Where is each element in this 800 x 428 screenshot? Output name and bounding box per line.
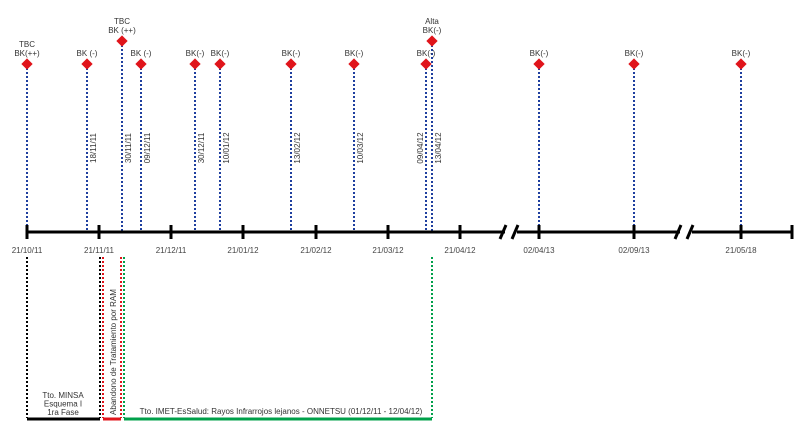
axis-tick-label: 21/02/12 [300, 246, 332, 255]
diamond-marker [426, 35, 438, 47]
event-date-label: 18/11/11 [89, 132, 98, 163]
event-label: BK(++) [14, 49, 40, 58]
diamond-marker [135, 58, 147, 70]
minsa-phase-label: Tto. MINSA [42, 391, 84, 400]
axis-break-mark [685, 224, 695, 240]
axis-tick-label: 21/12/11 [156, 246, 187, 255]
event-label: BK(-) [423, 26, 442, 35]
event-label: BK(-) [211, 49, 230, 58]
event-label: BK(-) [732, 49, 751, 58]
axis-tick-label: 21/10/11 [12, 246, 43, 255]
axis-tick-label: 21/04/12 [444, 246, 476, 255]
event-label: BK(-) [417, 49, 436, 58]
diamond-marker [285, 58, 297, 70]
minsa-phase-label: 1ra Fase [47, 408, 79, 417]
minsa-phase-label: Esquema I [44, 400, 82, 409]
diamond-marker [189, 58, 201, 70]
axis-tick-label: 21/03/12 [372, 246, 404, 255]
event-date-label: 09/12/11 [143, 132, 152, 163]
imet-phase-label: Tto. IMET-EsSalud: Rayos Infrarrojos lej… [140, 407, 423, 416]
diamond-marker [628, 58, 640, 70]
abandon-phase-label: Abandono de Tratamiento por RAM [109, 289, 118, 415]
diamond-marker [348, 58, 360, 70]
diamond-marker [420, 58, 432, 70]
diamond-marker [735, 58, 747, 70]
axis-tick-label: 02/04/13 [523, 246, 555, 255]
event-label: TBC [19, 40, 35, 49]
diamond-marker [533, 58, 545, 70]
event-label: BK(-) [345, 49, 364, 58]
axis-break-mark [510, 224, 520, 240]
event-label: BK(-) [530, 49, 549, 58]
diamond-marker [214, 58, 226, 70]
axis-break-mark [498, 224, 508, 240]
event-date-label: 13/04/12 [434, 132, 443, 164]
event-date-label: 09/04/12 [416, 132, 425, 164]
axis-tick-label: 21/11/11 [84, 246, 115, 255]
axis-tick-label: 02/09/13 [618, 246, 650, 255]
diamond-marker [81, 58, 93, 70]
axis-tick-label: 21/01/12 [227, 246, 259, 255]
event-label: BK(-) [625, 49, 644, 58]
event-date-label: 30/11/11 [124, 132, 133, 163]
event-label: TBC [114, 17, 130, 26]
event-date-label: 13/02/12 [293, 132, 302, 164]
axis-break-mark [673, 224, 683, 240]
event-date-label: 10/03/12 [356, 132, 365, 164]
event-label: BK (-) [131, 49, 152, 58]
event-label: Alta [425, 17, 439, 26]
event-label: BK(-) [186, 49, 205, 58]
axis-tick-label: 21/05/18 [725, 246, 757, 255]
event-date-label: 30/12/11 [197, 132, 206, 163]
event-date-label: 10/01/12 [222, 132, 231, 164]
diamond-marker [116, 35, 128, 47]
event-label: BK (-) [77, 49, 98, 58]
event-label: BK(-) [282, 49, 301, 58]
diamond-marker [21, 58, 33, 70]
event-label: BK (++) [108, 26, 136, 35]
